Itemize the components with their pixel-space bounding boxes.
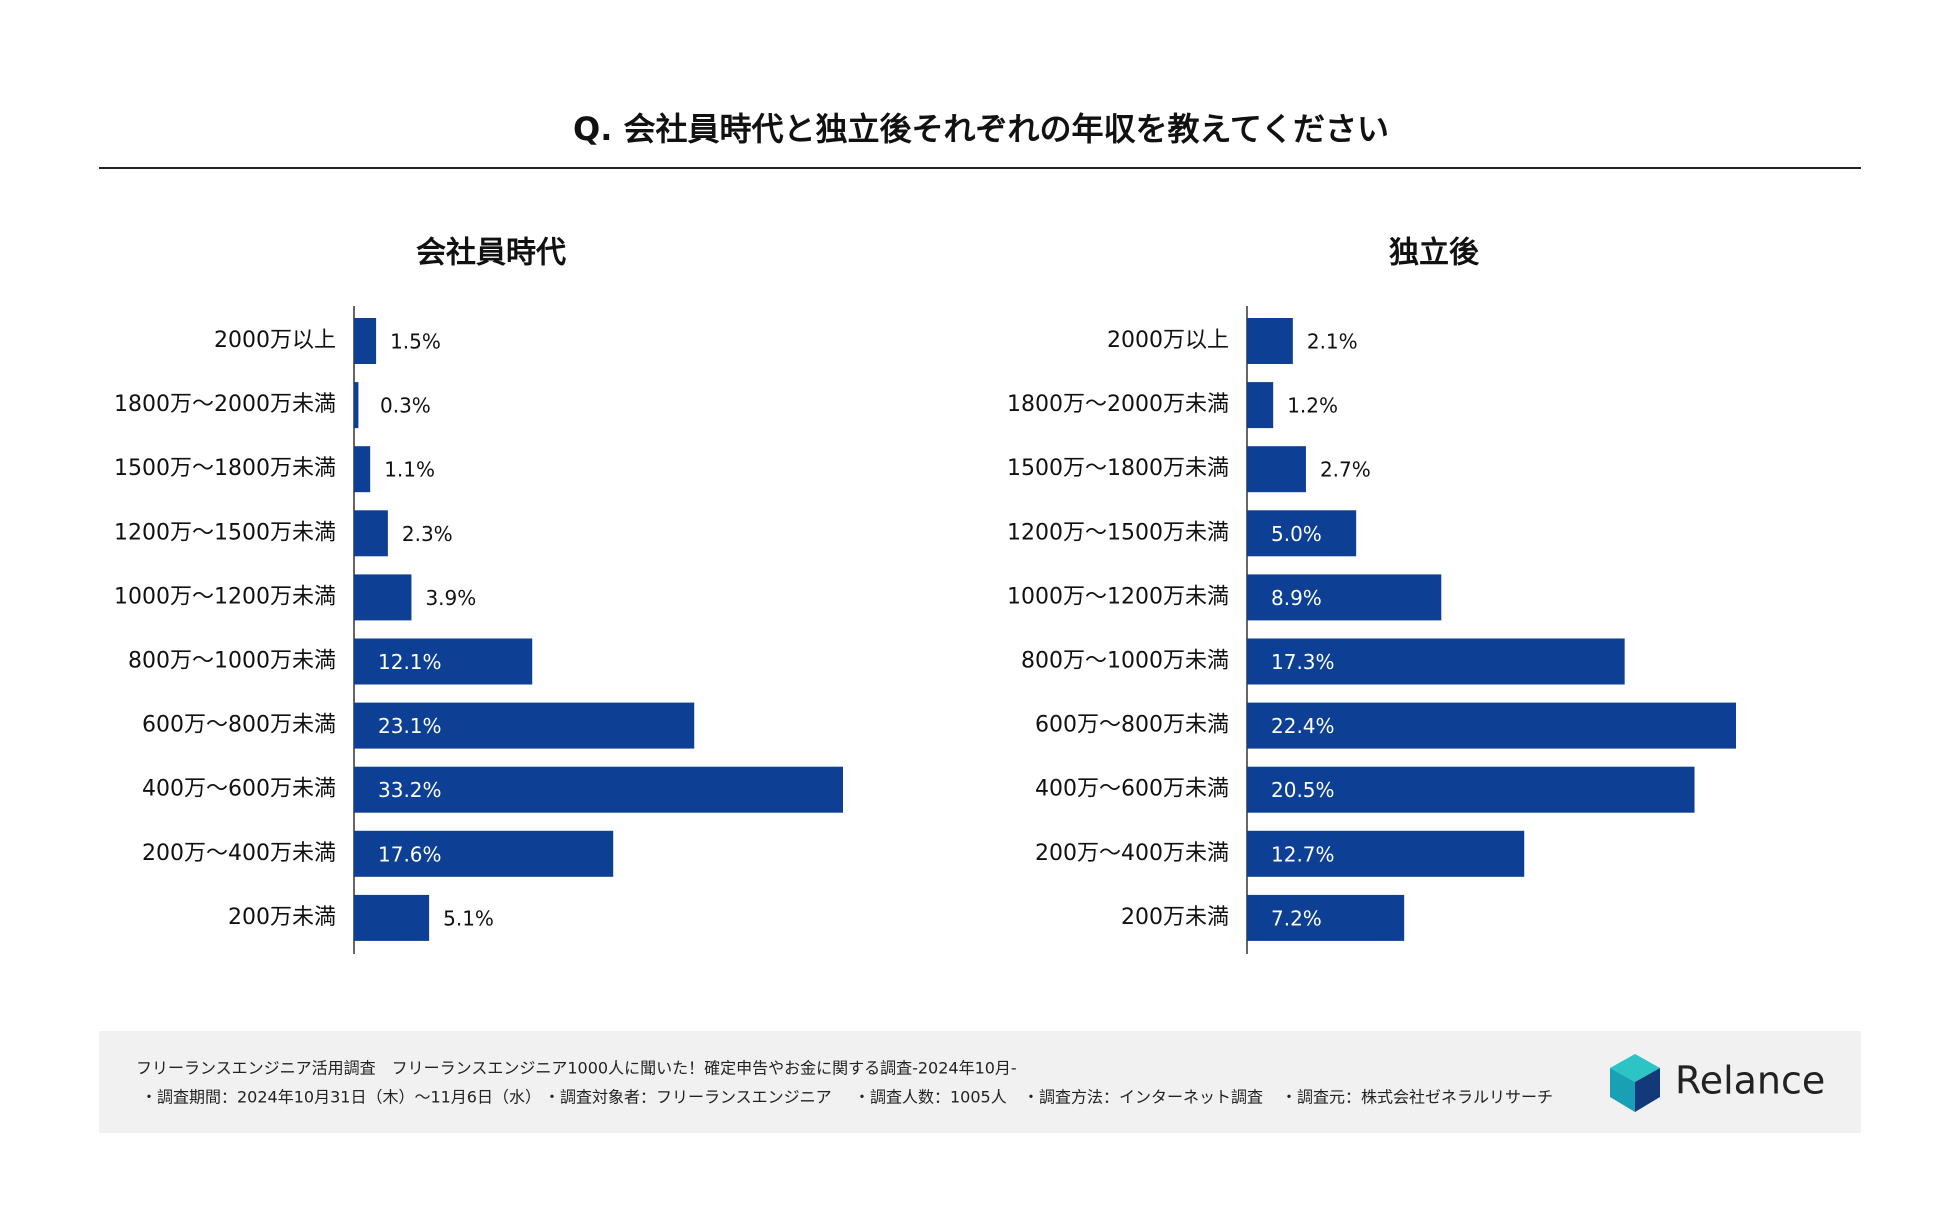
bar — [1247, 702, 1736, 749]
category-label: 1500万～1800万未満 — [1007, 456, 1229, 481]
category-label: 2000万以上 — [214, 328, 336, 353]
value-label: 17.6% — [378, 842, 442, 866]
bar — [1247, 510, 1357, 557]
category-label: 1800万～2000万未満 — [1007, 392, 1229, 417]
value-label: 17.3% — [1271, 650, 1335, 674]
bar — [354, 574, 412, 621]
value-label: 1.2% — [1287, 394, 1338, 418]
value-label: 7.2% — [1271, 906, 1322, 930]
value-label: 8.9% — [1271, 586, 1322, 610]
value-label: 33.2% — [378, 778, 442, 802]
value-label: 5.0% — [1271, 522, 1322, 546]
category-label: 1200万～1500万未満 — [114, 520, 336, 545]
bar — [1247, 766, 1695, 813]
value-label: 3.9% — [425, 586, 476, 610]
bar — [1247, 638, 1625, 685]
category-label: 200万未満 — [1121, 905, 1229, 930]
survey-detail: ・調査人数：1005人 — [854, 1088, 1007, 1107]
value-label: 20.5% — [1271, 778, 1335, 802]
logo-text: Relance — [1675, 1059, 1825, 1103]
survey-title: フリーランスエンジニア活用調査 フリーランスエンジニア1000人に聞いた！確定申… — [136, 1059, 1017, 1078]
category-label: 400万～600万未満 — [142, 777, 336, 802]
value-label: 2.1% — [1307, 330, 1358, 354]
survey-detail: ・調査期間：2024年10月31日（木）～11月6日（水） — [141, 1088, 541, 1107]
bar — [354, 510, 388, 557]
page-title: Q. 会社員時代と独立後それぞれの年収を教えてください — [573, 110, 1389, 148]
footer-box — [99, 1031, 1861, 1133]
logo-icon — [1610, 1054, 1660, 1112]
category-label: 800万～1000万未満 — [128, 649, 336, 674]
value-label: 1.5% — [390, 330, 441, 354]
bar — [354, 638, 533, 685]
category-label: 1200万～1500万未満 — [1007, 520, 1229, 545]
bar — [354, 702, 695, 749]
category-label: 400万～600万未満 — [1035, 777, 1229, 802]
value-label: 12.1% — [378, 650, 442, 674]
survey-detail: ・調査元：株式会社ゼネラルリサーチ — [1281, 1088, 1553, 1107]
category-label: 600万～800万未満 — [142, 713, 336, 738]
bar — [354, 830, 614, 877]
value-label: 22.4% — [1271, 714, 1335, 738]
category-label: 200万～400万未満 — [1035, 841, 1229, 866]
survey-detail: ・調査対象者：フリーランスエンジニア — [544, 1088, 832, 1107]
survey-detail: ・調査方法：インターネット調査 — [1023, 1088, 1263, 1107]
value-label: 23.1% — [378, 714, 442, 738]
category-label: 200万～400万未満 — [142, 841, 336, 866]
bar — [1247, 382, 1274, 429]
value-label: 5.1% — [443, 906, 494, 930]
bar — [1247, 446, 1306, 493]
value-label: 2.7% — [1320, 458, 1371, 482]
category-label: 2000万以上 — [1107, 328, 1229, 353]
category-label: 800万～1000万未満 — [1021, 649, 1229, 674]
bar — [354, 446, 371, 493]
category-label: 200万未満 — [228, 905, 336, 930]
bar — [354, 894, 430, 941]
bar — [354, 382, 359, 429]
value-label: 12.7% — [1271, 842, 1335, 866]
category-label: 600万～800万未満 — [1035, 713, 1229, 738]
category-label: 1000万～1200万未満 — [1007, 584, 1229, 609]
chart-title: 独立後 — [1389, 236, 1480, 271]
value-label: 2.3% — [402, 522, 453, 546]
bar — [1247, 574, 1442, 621]
bar — [1247, 894, 1405, 941]
bar — [1247, 318, 1293, 364]
category-label: 1000万～1200万未満 — [114, 584, 336, 609]
bar — [354, 766, 843, 813]
category-label: 1800万～2000万未満 — [114, 392, 336, 417]
category-label: 1500万～1800万未満 — [114, 456, 336, 481]
chart-title: 会社員時代 — [416, 236, 566, 271]
value-label: 1.1% — [384, 458, 435, 482]
bar — [1247, 830, 1525, 877]
bar — [354, 318, 377, 364]
value-label: 0.3% — [380, 394, 431, 418]
